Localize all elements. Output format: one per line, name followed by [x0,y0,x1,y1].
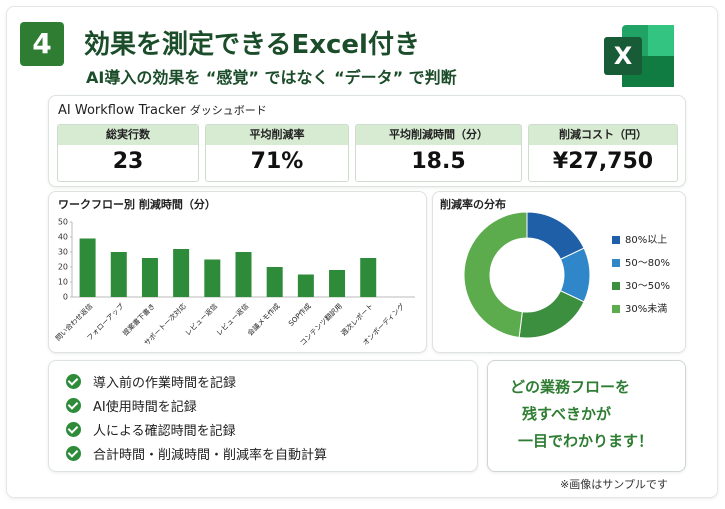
x-tick-label: 会議メモ作成 [245,301,281,337]
bar [297,274,314,297]
legend-swatch [612,259,620,267]
kpi-card: 削減コスト（円） ¥27,750 [528,124,678,182]
bar [141,258,158,297]
footnote: ※画像はサンプルです [560,478,668,491]
legend-swatch [612,305,620,313]
chart-title: ワークフロー別 削減時間（分） [58,197,216,211]
y-tick-label: 30 [58,248,68,257]
check-item: 導入前の作業時間を記録 [66,372,236,391]
bar [173,249,190,297]
x-tick-label: レビュー返信 [183,301,219,337]
donut-slice [518,290,585,339]
title: 効果を測定できるExcel付き [84,30,420,60]
excel-icon: X [604,25,674,87]
y-tick-label: 10 [58,278,68,287]
kpi-card: 平均削減時間（分） 18.5 [355,124,522,182]
message-line: 残すべきかが [522,405,611,423]
legend-label: 30〜50% [625,281,670,292]
check-item: 人による確認時間を記録 [66,420,236,439]
donut-slice [463,211,528,339]
message-line: どの業務フローを [510,378,631,396]
dashboard-subtitle: ダッシュボード [189,104,267,117]
legend-label: 50〜80% [625,258,670,269]
message-box [487,360,686,472]
bar [204,259,221,297]
kpi-value: 18.5 [411,149,466,174]
y-tick-label: 20 [58,263,68,272]
x-tick-label: SOP作成 [286,301,312,327]
check-item: 合計時間・削減時間・削減率を自動計算 [66,444,327,463]
step-number: 4 [20,22,64,66]
kpi-value: 71% [250,149,304,174]
x-tick-label: レビュー返信 [214,301,250,337]
y-tick-label: 40 [58,233,68,242]
check-text: 合計時間・削減時間・削減率を自動計算 [93,448,328,463]
kpi-label: 総実行数 [58,125,198,145]
check-text: 人による確認時間を記録 [93,424,236,439]
y-tick-label: 0 [63,293,68,302]
message-line: 一目でわかります！ [518,432,654,450]
subtitle: AI導入の効果を “感覚” ではなく “データ” で判断 [86,68,457,87]
kpi-label: 平均削減率 [206,125,348,145]
kpi-card: 平均削減率 71% [205,124,349,182]
legend-swatch [612,236,620,244]
legend-swatch [612,282,620,290]
kpi-value: ¥27,750 [552,149,654,174]
kpi-card: 総実行数 23 [57,124,199,182]
kpi-label: 平均削減時間（分） [356,125,521,145]
chart-title: 削減率の分布 [440,197,506,211]
kpi-label: 削減コスト（円） [529,125,677,145]
bar [235,252,252,297]
checklist-panel [48,360,478,472]
y-tick-label: 50 [58,218,68,227]
bar [79,238,96,297]
bar [360,258,377,297]
bar [110,252,127,297]
legend-label: 80%以上 [625,234,667,246]
legend-label: 30%未満 [625,303,667,315]
dashboard-title: AI Workflow Tracker ダッシュボード [58,102,267,118]
dashboard-name: AI Workflow Tracker [58,103,186,118]
check-text: 導入前の作業時間を記録 [93,376,237,391]
bar [329,270,346,297]
svg-text:X: X [614,42,633,70]
check-item: AI使用時間を記録 [66,396,197,415]
kpi-value: 23 [112,149,144,174]
bar [266,267,283,297]
check-text: AI使用時間を記録 [93,400,197,415]
